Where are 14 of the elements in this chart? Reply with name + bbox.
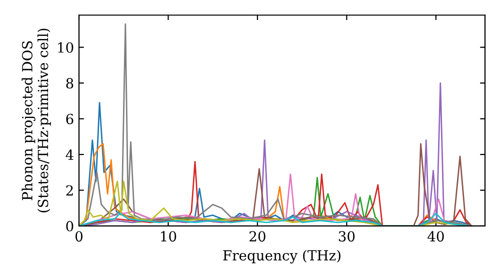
x-tick-label: 40 <box>428 231 444 242</box>
y-axis-title: Phonon projected DOS (States/THz·primitive cell) <box>22 28 51 212</box>
y-tick-label: 2 <box>66 185 73 196</box>
y-tick-label: 0 <box>66 220 74 232</box>
y-tick-label: 6 <box>66 114 74 124</box>
y-tick-label: 8 <box>66 78 74 88</box>
x-axis-title: Frequency (THz) <box>223 250 340 264</box>
x-tick-label: 20 <box>250 231 266 242</box>
x-tick-label: 30 <box>338 231 355 242</box>
y-tick-label: 10 <box>58 42 74 53</box>
y-tick-label: 4 <box>66 149 74 160</box>
x-tick-label: 0 <box>75 231 82 242</box>
line-series <box>79 212 472 226</box>
x-tick-label: 10 <box>161 231 176 242</box>
